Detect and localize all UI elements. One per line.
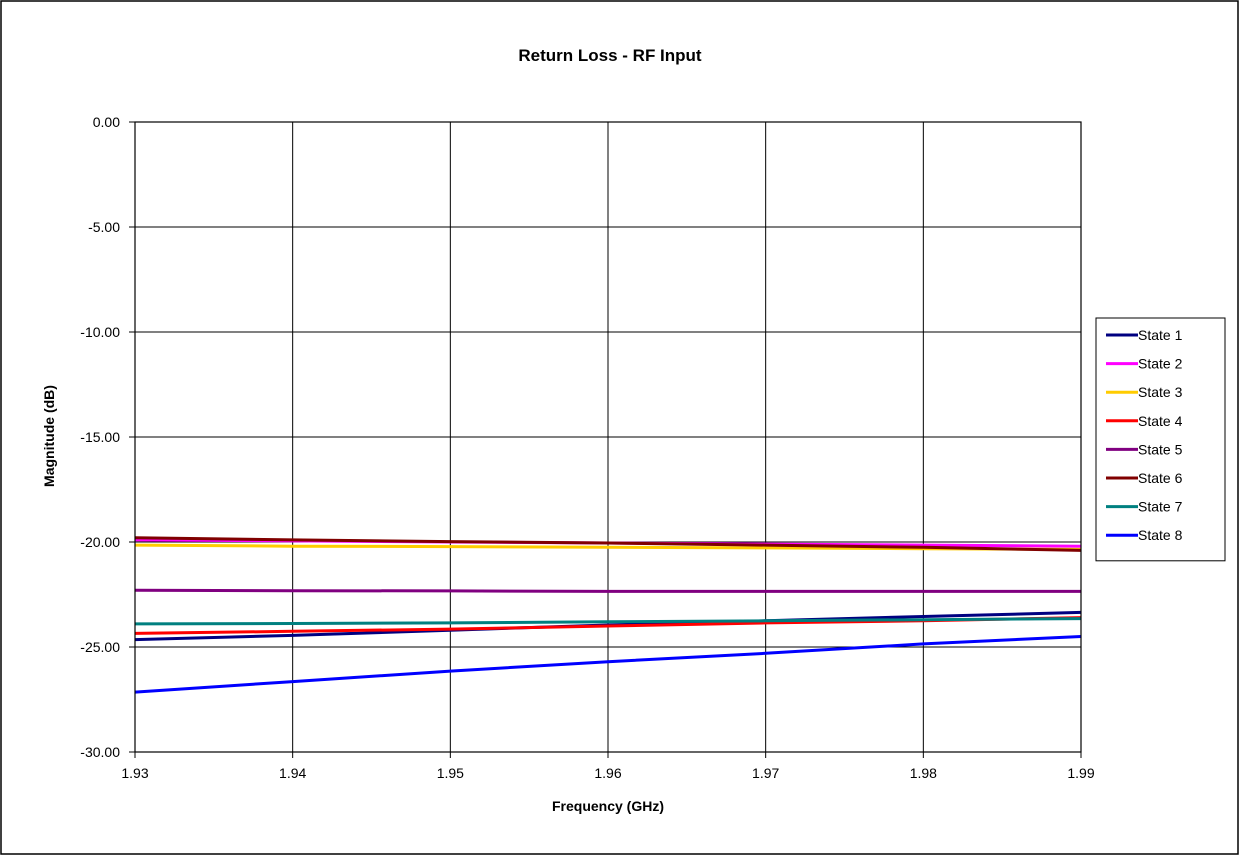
x-tick-label-3: 1.96: [594, 765, 621, 781]
plot-border: [134, 121, 1082, 753]
legend-label-1: State 1: [1138, 327, 1183, 343]
y-tick-label-4: -20.00: [80, 534, 120, 550]
series-line-state-6: [134, 536, 1082, 552]
legend: State 1 State 2 State 3 State 4 State 5 State…: [1095, 317, 1226, 562]
legend-label-7: State 7: [1138, 499, 1183, 515]
series-line-state-8: [134, 635, 1082, 694]
y-tick-label-0: 0.00: [93, 114, 120, 130]
series-line-state-5: [134, 588, 1081, 593]
legend-label-2: State 2: [1138, 356, 1183, 372]
y-tick-label-3: -15.00: [80, 429, 120, 445]
legend-label-8: State 8: [1138, 527, 1183, 543]
x-axis-label: Frequency (GHz): [552, 798, 664, 814]
series-line-state-7: [134, 617, 1082, 626]
series-lines: [134, 536, 1082, 694]
x-tick-label-5: 1.98: [910, 765, 937, 781]
y-tick-label-1: -5.00: [88, 219, 120, 235]
tick-labels: 1.93 1.94 1.95 1.96 1.97 1.98 1.99 0.00 -5.00 -10…: [80, 114, 1095, 781]
x-tick-label-1: 1.94: [279, 765, 306, 781]
legend-label-4: State 4: [1138, 413, 1183, 429]
x-tick-label-6: 1.99: [1067, 765, 1094, 781]
legend-label-6: State 6: [1138, 470, 1183, 486]
y-axis-label: Magnitude (dB): [41, 385, 57, 487]
x-tick-label-2: 1.95: [437, 765, 464, 781]
y-tick-label-2: -10.00: [80, 324, 120, 340]
legend-label-5: State 5: [1138, 441, 1183, 457]
x-tick-label-4: 1.97: [752, 765, 779, 781]
y-tick-label-5: -25.00: [80, 639, 120, 655]
y-tick-label-6: -30.00: [80, 744, 120, 760]
x-tick-label-0: 1.93: [121, 765, 148, 781]
legend-box: [1095, 317, 1226, 562]
chart-title: Return Loss - RF Input: [518, 46, 702, 65]
legend-label-3: State 3: [1138, 384, 1183, 400]
